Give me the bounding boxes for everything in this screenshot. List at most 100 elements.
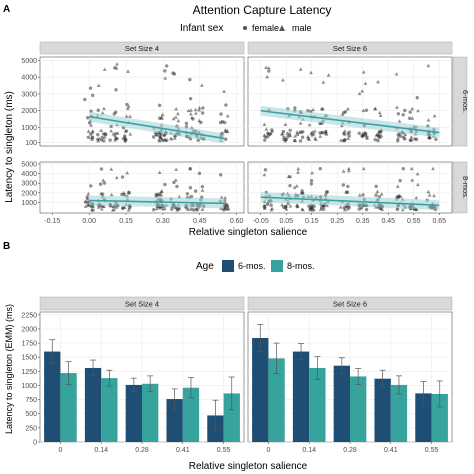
scatter-point-male [409, 135, 414, 139]
scatter-x-tick-label: 0.05 [279, 218, 293, 225]
bar-x-tick-label: 0.55 [217, 447, 231, 454]
scatter-point-female [346, 184, 350, 189]
scatter-point-male [293, 134, 298, 138]
scatter-point-male [188, 166, 192, 171]
scatter-point-male [225, 113, 230, 118]
bar-y-tick-label: 1250 [21, 369, 37, 376]
scatter-point-male [281, 78, 285, 82]
scatter-point-male [280, 202, 284, 207]
bar-facet: Set Size 4 0 250 500 750 1000 1250 1500 1750 2000… [21, 296, 245, 454]
scatter-point-male [223, 195, 228, 200]
scatter-x-tick-label: 0.45 [193, 218, 207, 225]
scatter-point-male [298, 129, 302, 134]
scatter-y-axis-title: Latency to singleton (ms) [4, 91, 15, 203]
scatter-point-female [188, 186, 193, 190]
scatter-point-female [403, 108, 407, 113]
scatter-point-male [200, 207, 205, 212]
scatter-point-female [364, 207, 369, 212]
scatter-point-female [89, 204, 94, 209]
scatter-x-tick-label: 0.55 [407, 218, 421, 225]
scatter-point-male [122, 135, 127, 139]
scatter-point-male [280, 132, 284, 136]
scatter-point-female [91, 208, 95, 212]
scatter-y-tick-label: 3000 [21, 181, 37, 188]
scatter-point-male [99, 137, 104, 142]
scatter-point-male [174, 107, 179, 111]
bar-legend: Age 6-mos. 8-mos. [196, 260, 315, 272]
bar-y-tick-label: 1000 [21, 383, 37, 390]
bar-6mos [125, 384, 142, 442]
scatter-chart: Set Size 4 Set Size 6 6-mos. 8-mos. 100 1000 2… [21, 41, 470, 225]
scatter-point-female [343, 138, 347, 142]
scatter-point-male [102, 67, 107, 71]
scatter-point-male [157, 170, 162, 174]
bar-6mos [333, 365, 350, 442]
bar-y-tick-label: 1500 [21, 355, 37, 362]
scatter-point-male [264, 65, 268, 69]
scatter-point-female [322, 204, 326, 208]
scatter-point-male [100, 207, 104, 211]
scatter-point-male [189, 108, 193, 112]
scatter-y-tick-label: 100 [25, 140, 37, 147]
scatter-row-strip [452, 56, 468, 147]
scatter-point-male [427, 135, 431, 139]
bar-y-tick-label: 500 [25, 411, 37, 418]
scatter-point-male [403, 132, 408, 137]
scatter-point-male [346, 168, 351, 173]
scatter-point-male [193, 111, 198, 115]
scatter-point-female [177, 207, 181, 211]
legend-male-label: male [292, 23, 312, 33]
scatter-point-female [401, 167, 405, 171]
scatter-point-female [120, 206, 125, 211]
scatter-facet [247, 56, 453, 147]
scatter-point-female [267, 69, 271, 73]
scatter-point-female [357, 131, 361, 135]
scatter-point-female [200, 184, 205, 189]
scatter-y-tick-label: 5000 [21, 58, 37, 65]
scatter-point-female [172, 180, 176, 185]
scatter-legend-title: Infant sex [180, 23, 223, 34]
bar-y-tick-label: 750 [25, 397, 37, 404]
scatter-row-strip-label: 8-mos. [461, 176, 470, 199]
scatter-point-female [220, 120, 225, 124]
scatter-point-female [99, 167, 104, 171]
scatter-point-female [300, 135, 305, 139]
scatter-point-female [96, 133, 100, 137]
legend-female-label: female [252, 23, 279, 33]
scatter-point-male [396, 136, 400, 140]
scatter-point-female [89, 184, 93, 188]
scatter-point-female [200, 111, 205, 115]
scatter-point-female [398, 178, 402, 183]
scatter-point-male [109, 129, 114, 133]
scatter-point-female [434, 137, 438, 142]
scatter-point-female [284, 137, 288, 142]
scatter-point-male [262, 206, 267, 210]
scatter-point-male [163, 138, 168, 142]
bar-8mos [182, 387, 200, 442]
scatter-point-male [128, 114, 132, 118]
scatter-point-male [321, 80, 326, 84]
scatter-point-female [396, 112, 401, 116]
bar-facet-strip [39, 296, 245, 311]
scatter-point-female [282, 205, 286, 209]
scatter-point-female [269, 203, 273, 207]
scatter-point-male [312, 129, 317, 133]
scatter-x-tick-label: 0.25 [330, 218, 344, 225]
scatter-y-tick-label: 4000 [21, 75, 37, 82]
scatter-point-female [169, 137, 173, 141]
scatter-point-female [318, 167, 322, 171]
scatter-fit-line [260, 196, 440, 207]
scatter-point-female [125, 102, 129, 107]
scatter-point-female [293, 106, 297, 110]
bar-x-tick-label: 0.55 [425, 447, 439, 454]
scatter-point-female [101, 132, 106, 136]
scatter-point-male [160, 206, 165, 211]
bar-8mos [60, 373, 77, 442]
scatter-point-female [263, 135, 267, 139]
scatter-point-male [426, 63, 431, 68]
scatter-point-male [96, 138, 101, 143]
scatter-point-male [311, 107, 316, 112]
scatter-point-female [347, 206, 351, 210]
scatter-point-female [197, 171, 202, 176]
